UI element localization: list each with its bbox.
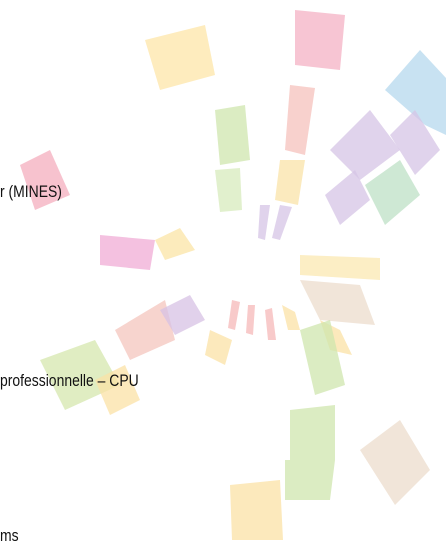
tile <box>215 105 250 165</box>
text-line: ms <box>0 526 19 546</box>
tile <box>100 235 155 270</box>
tile <box>300 280 375 325</box>
tile <box>275 160 305 205</box>
tile <box>205 330 232 365</box>
tile <box>325 170 370 225</box>
tile <box>258 205 270 240</box>
tile <box>230 480 283 540</box>
tile <box>295 10 345 70</box>
tile <box>155 228 195 260</box>
tile <box>265 308 276 340</box>
tile <box>145 25 215 90</box>
tile <box>285 460 335 500</box>
tile <box>285 85 315 155</box>
tile <box>228 300 240 330</box>
tile <box>360 420 430 505</box>
decoration <box>0 0 446 540</box>
tile <box>300 255 380 280</box>
page: r (MINES) professionnelle – CPU ms (() =… <box>0 0 446 540</box>
text-line: r (MINES) <box>0 182 62 202</box>
text-line: professionnelle – CPU <box>0 371 139 391</box>
tile <box>246 305 255 335</box>
tile <box>290 405 335 460</box>
tile <box>215 168 242 212</box>
tile <box>282 305 300 330</box>
tile <box>272 205 292 240</box>
